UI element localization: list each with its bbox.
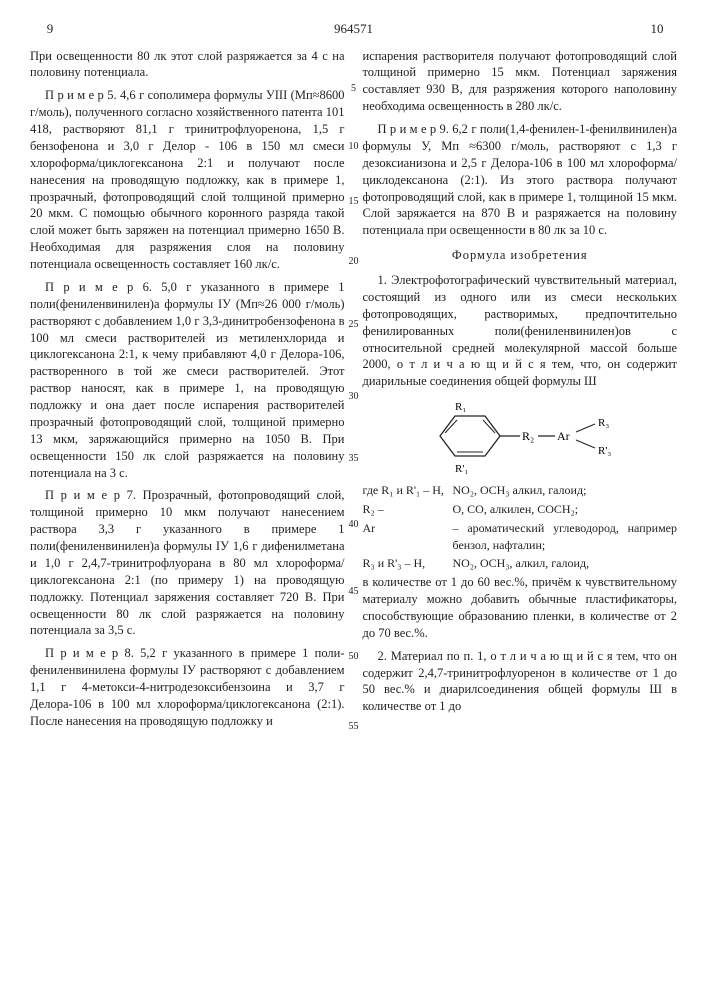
column-right: испарения растворителя получают фотопров… (363, 48, 678, 736)
line-number: 25 (349, 318, 359, 332)
svg-text:R'₃: R'₃ (598, 445, 611, 457)
line-number: 55 (349, 720, 359, 734)
paragraph: П р и м е р 6. 5,0 г указанного в пример… (30, 279, 345, 482)
paragraph: П р и м е р 9. 6,2 г поли(1,4-фенилен-1-… (363, 121, 678, 239)
line-number: 35 (349, 452, 359, 466)
legend-row: Ar – ароматический углеводород, например… (363, 520, 678, 554)
line-number: 20 (349, 255, 359, 269)
svg-text:Ar: Ar (557, 429, 570, 443)
line-number: 30 (349, 390, 359, 404)
line-number: 5 (351, 82, 356, 96)
formula-title: Формула изобретения (363, 247, 678, 264)
paragraph: 2. Материал по п. 1, о т л и ч а ю щ и й… (363, 648, 678, 716)
chemical-formula: R₁ R'₁ R₂ Ar R₃ R'₃ (363, 396, 678, 476)
paragraph: П р и м е р 8. 5,2 г указанного в пример… (30, 645, 345, 729)
line-number: 50 (349, 650, 359, 664)
page: 9 964571 10 5 10 15 20 25 30 35 40 45 50… (0, 0, 707, 1000)
svg-text:R₁: R₁ (455, 401, 466, 413)
line-number: 10 (349, 140, 359, 154)
benzene-structure-icon: R₁ R'₁ R₂ Ar R₃ R'₃ (410, 396, 630, 476)
line-number: 45 (349, 585, 359, 599)
page-header: 9 964571 10 (30, 20, 677, 38)
paragraph: П р и м е р 7. Прозрачный, фотопроводящи… (30, 487, 345, 639)
line-number: 15 (349, 195, 359, 209)
substituent-legend: где R₁ и R'₁ – H, NO₂, OCH₃ алкил, галои… (363, 482, 678, 572)
legend-row: R₂ – O, CO, алкилен, COCH₂; (363, 501, 678, 518)
svg-text:R₃: R₃ (598, 417, 609, 429)
legend-row: R₃ и R'₃ – H, NO₂, OCH₃, алкил, галоид, (363, 555, 678, 572)
column-left: При освещенности 80 лк этот слой разряжа… (30, 48, 345, 736)
paragraph: испарения растворителя получают фотопров… (363, 48, 678, 116)
doc-number: 964571 (70, 20, 637, 38)
page-num-right: 10 (637, 20, 677, 38)
legend-row: где R₁ и R'₁ – H, NO₂, OCH₃ алкил, галои… (363, 482, 678, 499)
paragraph: П р и м е р 5. 4,6 г сополимера формулы … (30, 87, 345, 273)
svg-text:R₂: R₂ (522, 429, 534, 443)
line-number: 40 (349, 518, 359, 532)
svg-text:R'₁: R'₁ (455, 463, 468, 475)
paragraph: в количестве от 1 до 60 вес.%, причём к … (363, 574, 678, 642)
paragraph: При освещенности 80 лк этот слой разряжа… (30, 48, 345, 82)
paragraph: 1. Электрофотографический чувствительный… (363, 272, 678, 390)
page-num-left: 9 (30, 20, 70, 38)
